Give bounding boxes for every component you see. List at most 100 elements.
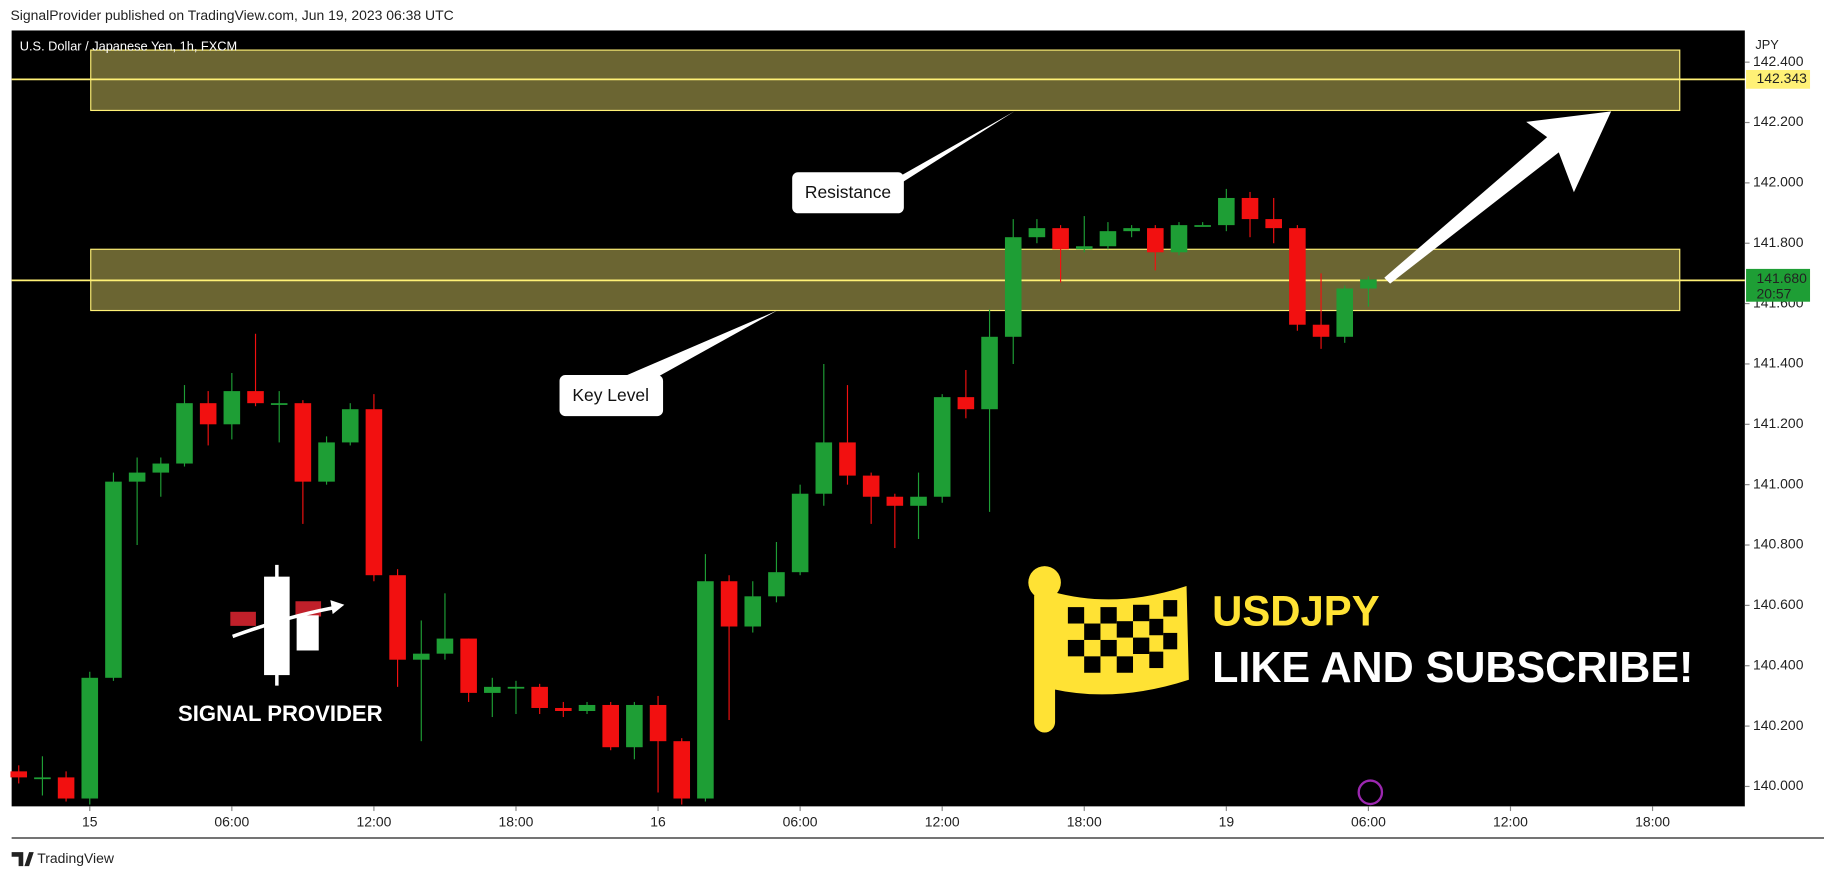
candle-body: [697, 581, 714, 799]
candle-body: [1170, 225, 1188, 253]
candle-body: [128, 472, 146, 482]
candle-body: [886, 496, 904, 506]
candle-body: [176, 403, 193, 464]
candle-body: [957, 397, 975, 410]
x-tick-label: 16: [650, 813, 666, 829]
candle-body: [1075, 246, 1093, 250]
candle-body: [1052, 228, 1069, 250]
event-icon[interactable]: [1357, 779, 1384, 806]
key-callout: [559, 375, 664, 417]
candle-body: [1028, 228, 1046, 238]
countdown-label: 20:57: [1757, 285, 1792, 301]
candle-body: [768, 572, 785, 597]
candle-body: [578, 704, 596, 712]
candle-body: [460, 638, 477, 693]
y-tick-label: 142.000: [1753, 174, 1804, 190]
candle-body: [34, 777, 51, 780]
flag-icon: [1028, 566, 1189, 733]
currency-label: JPY: [1755, 37, 1779, 52]
candle-body: [436, 638, 454, 654]
candle-body: [673, 741, 691, 799]
y-tick-label: 140.000: [1753, 777, 1804, 793]
candle-body: [815, 442, 833, 494]
key-label: Key Level: [572, 385, 649, 405]
candle-body: [223, 391, 241, 425]
brand-logo: [230, 564, 345, 686]
level-tag: [1746, 69, 1811, 89]
candle-body: [199, 403, 217, 425]
resistance-label: Resistance: [805, 182, 891, 202]
x-tick-label: 15: [82, 813, 98, 829]
candle-body: [1312, 324, 1330, 337]
brand-name: SIGNAL PROVIDER: [178, 701, 383, 726]
candle-body: [341, 409, 359, 443]
candle-body: [318, 442, 335, 482]
x-tick-label: 06:00: [1351, 813, 1386, 829]
x-tick-label: 19: [1219, 813, 1235, 829]
candle-body: [791, 493, 809, 573]
symbol-text: USDJPY: [1212, 587, 1379, 634]
candle-body: [1004, 237, 1022, 337]
cta-text: LIKE AND SUBSCRIBE!: [1212, 644, 1693, 692]
candle-body: [531, 686, 548, 708]
symbol-title: U.S. Dollar / Japanese Yen, 1h, FXCM: [20, 38, 237, 53]
candle-body: [389, 575, 406, 660]
candle-body: [910, 496, 927, 506]
candle-body: [412, 653, 430, 660]
last-price-tag: [1746, 268, 1811, 302]
target-arrow: [1384, 111, 1612, 284]
x-tick-label: 18:00: [499, 813, 534, 829]
price-axis-bg: [1744, 30, 1824, 807]
x-tick-label: 06:00: [214, 813, 249, 829]
publish-header: SignalProvider published on TradingView.…: [10, 7, 453, 23]
x-tick-label: 12:00: [925, 813, 960, 829]
x-tick-label: 12:00: [1493, 813, 1528, 829]
candle-body: [1194, 225, 1211, 227]
candle-body: [981, 336, 998, 410]
candle-body: [1360, 279, 1377, 289]
footer-brand: TradingView: [37, 850, 115, 866]
candle-body: [507, 686, 525, 689]
candle-body: [105, 481, 122, 678]
candle-body: [555, 707, 572, 712]
candle-body: [862, 475, 880, 497]
y-tick-label: 140.400: [1753, 656, 1804, 672]
candle-body: [626, 704, 643, 748]
candle-body: [839, 442, 856, 476]
x-tick-label: 12:00: [356, 813, 391, 829]
level-tag-label: 142.343: [1757, 70, 1808, 86]
candle-body: [1218, 197, 1235, 226]
y-tick-label: 141.200: [1753, 415, 1804, 431]
y-tick-label: 140.200: [1753, 717, 1804, 733]
y-tick-label: 140.600: [1753, 596, 1804, 612]
tv-logo: [11, 852, 34, 867]
candle-body: [1265, 219, 1282, 229]
candle-body: [270, 403, 288, 405]
candle-body: [10, 771, 28, 778]
last-price-label: 141.680: [1757, 270, 1808, 286]
candle-body: [720, 581, 738, 627]
candle-body: [1147, 228, 1164, 253]
candle-body: [57, 777, 75, 799]
y-tick-label: 141.400: [1753, 355, 1804, 371]
candle-body: [744, 596, 762, 627]
candle-body: [1336, 288, 1354, 337]
y-tick-label: 142.400: [1753, 53, 1804, 69]
candle-body: [1241, 197, 1259, 220]
candle-body: [1289, 228, 1306, 325]
x-tick-label: 18:00: [1635, 813, 1670, 829]
key-pointer: [610, 310, 778, 387]
candle-body: [484, 686, 501, 693]
candle-body: [1123, 228, 1140, 232]
candle-body: [1099, 231, 1117, 247]
candle-body: [81, 677, 99, 799]
resistance-callout: [792, 172, 904, 214]
y-tick-label: 141.000: [1753, 475, 1804, 491]
candle-body: [649, 704, 667, 742]
zone: [90, 49, 1681, 112]
candle-body: [247, 391, 264, 404]
candle-body: [365, 409, 383, 576]
candle-body: [152, 463, 170, 473]
candle-body: [602, 704, 619, 748]
